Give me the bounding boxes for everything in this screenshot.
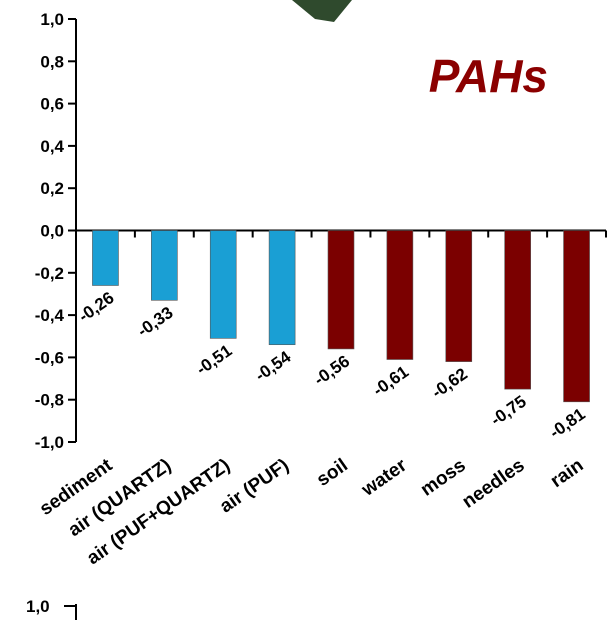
background-shape bbox=[292, 0, 352, 22]
y-axis: 1,0 0,8 0,6 0,4 0,2 0,0 -0,2 -0,4 -0,6 -0,8 -1,0 bbox=[35, 10, 77, 452]
y-tick-label: -0,4 bbox=[35, 306, 65, 325]
data-label: -0,54 bbox=[252, 347, 295, 385]
y-tick-label: 0,2 bbox=[40, 179, 64, 198]
y-tick-label: -1,0 bbox=[35, 433, 64, 452]
category-label: water bbox=[357, 455, 411, 502]
data-label: -0,75 bbox=[487, 392, 530, 430]
y-tick-label: -0,6 bbox=[35, 348, 64, 367]
bar bbox=[92, 230, 119, 286]
data-label: -0,62 bbox=[428, 364, 471, 402]
lower-axis-fragment: 1,0 bbox=[26, 597, 77, 620]
bar bbox=[151, 230, 178, 301]
bar bbox=[504, 230, 531, 390]
data-label: -0,61 bbox=[369, 362, 412, 400]
bar bbox=[209, 230, 237, 339]
y-tick-label: 0,0 bbox=[40, 222, 64, 241]
y-tick-label: 0,8 bbox=[40, 52, 64, 71]
data-label: -0,26 bbox=[75, 288, 118, 326]
category-label: rain bbox=[547, 455, 588, 492]
data-label: -0,81 bbox=[546, 404, 589, 442]
y-tick-label: 0,4 bbox=[40, 137, 64, 156]
data-label: -0,51 bbox=[193, 341, 236, 379]
bar bbox=[327, 230, 355, 350]
y-tick-label: 1,0 bbox=[40, 10, 64, 29]
data-label: -0,56 bbox=[311, 352, 354, 390]
bar bbox=[563, 230, 590, 403]
bar bbox=[386, 230, 414, 360]
bars bbox=[92, 230, 590, 403]
y-tick-label: -0,2 bbox=[35, 264, 64, 283]
data-label: -0,33 bbox=[134, 303, 177, 341]
y-tick-label: -0,8 bbox=[35, 391, 64, 410]
category-label: soil bbox=[313, 455, 352, 491]
chart-title: PAHs bbox=[429, 50, 548, 102]
y-tick-label: 0,6 bbox=[40, 95, 64, 114]
bar bbox=[268, 230, 296, 346]
bar bbox=[445, 230, 473, 362]
category-label: needles bbox=[459, 455, 529, 513]
lower-axis-tick: 1,0 bbox=[26, 597, 50, 616]
